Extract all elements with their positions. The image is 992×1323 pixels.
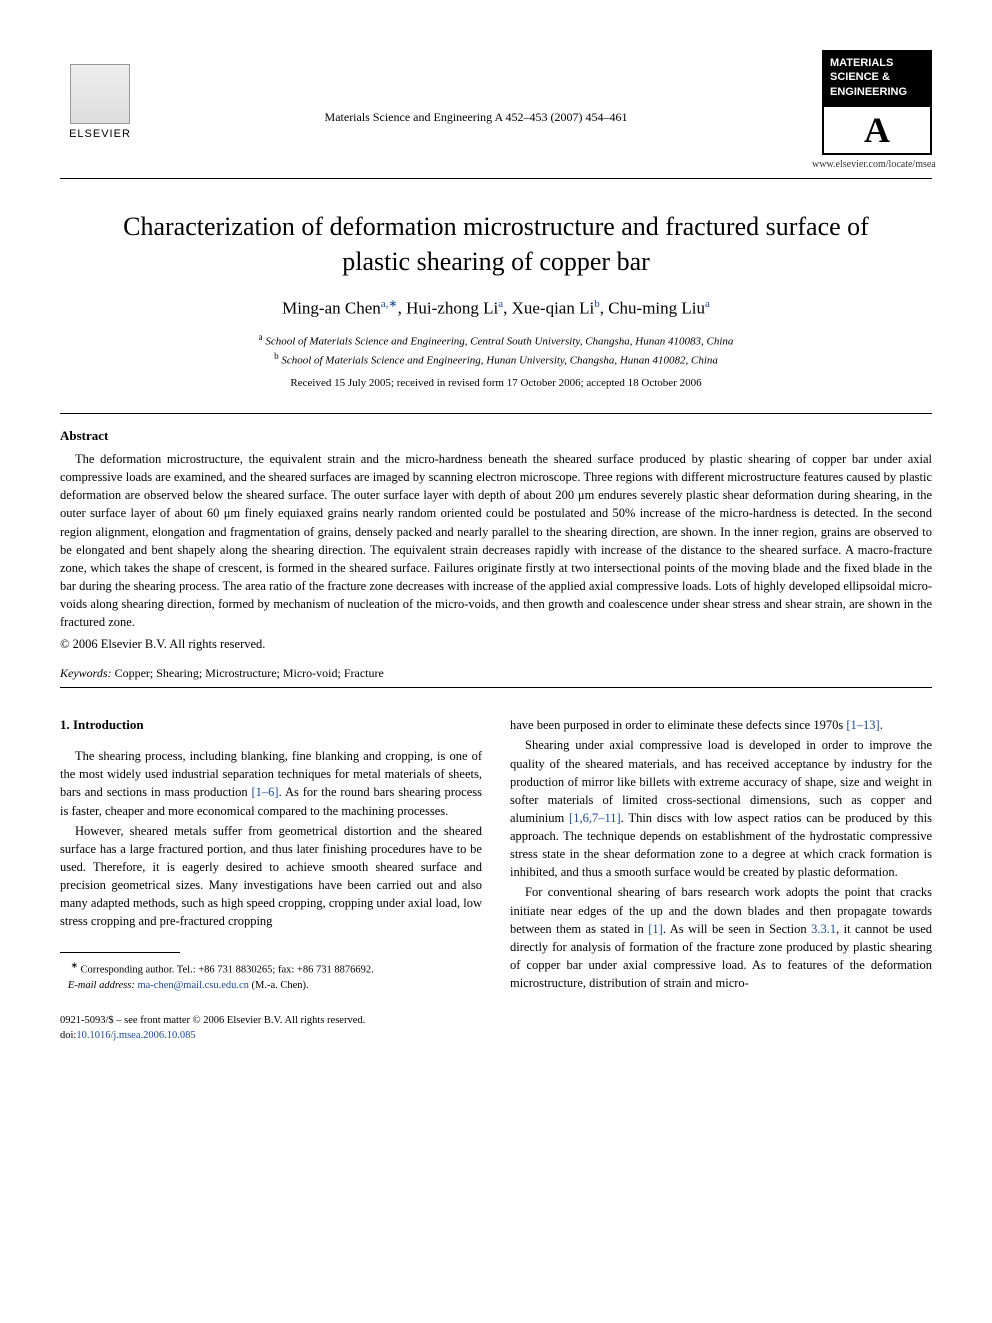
journal-badge-letter: A: [822, 105, 932, 155]
abstract-text: The deformation microstructure, the equi…: [60, 450, 932, 631]
email-label: E-mail address:: [68, 980, 135, 991]
author-2-affil[interactable]: a: [498, 298, 503, 310]
journal-badge: MATERIALS SCIENCE & ENGINEERING A www.el…: [812, 50, 932, 170]
doi-label: doi:: [60, 1030, 76, 1041]
article-title: Characterization of deformation microstr…: [100, 209, 892, 279]
author-2: Hui-zhong Li: [406, 299, 498, 318]
body-columns: 1. Introduction The shearing process, in…: [60, 716, 932, 994]
author-4: Chu-ming Liu: [608, 299, 705, 318]
elsevier-tree-icon: [70, 64, 130, 124]
ref-link-1-6-7-11[interactable]: [1,6,7–11]: [569, 811, 621, 825]
publisher-name: ELSEVIER: [69, 128, 131, 140]
affil-a-sup: a: [259, 332, 263, 342]
journal-url[interactable]: www.elsevier.com/locate/msea: [812, 159, 932, 170]
right-column: have been purposed in order to eliminate…: [510, 716, 932, 994]
ref-link-1-13[interactable]: [1–13]: [846, 718, 879, 732]
abstract-bottom-rule: [60, 687, 932, 688]
footnote-rule: [60, 952, 180, 953]
journal-badge-title: MATERIALS SCIENCE & ENGINEERING: [822, 50, 932, 105]
author-3-affil[interactable]: b: [594, 298, 600, 310]
page-footer: 0921-5093/$ – see front matter © 2006 El…: [60, 1014, 932, 1043]
article-dates: Received 15 July 2005; received in revis…: [60, 377, 932, 389]
ref-link-1-6[interactable]: [1–6]: [252, 785, 279, 799]
affiliations: a School of Materials Science and Engine…: [60, 331, 932, 369]
intro-paragraph-2: However, sheared metals suffer from geom…: [60, 822, 482, 931]
abstract-top-rule: [60, 413, 932, 414]
affil-b-sup: b: [274, 351, 279, 361]
intro-paragraph-3: Shearing under axial compressive load is…: [510, 736, 932, 881]
author-email-link[interactable]: ma-chen@mail.csu.edu.cn: [137, 980, 248, 991]
affil-b-text: School of Materials Science and Engineer…: [281, 355, 718, 367]
journal-reference: Materials Science and Engineering A 452–…: [140, 50, 812, 125]
header-rule: [60, 178, 932, 179]
section-link-3-3-1[interactable]: 3.3.1: [811, 922, 836, 936]
issn-line: 0921-5093/$ – see front matter © 2006 El…: [60, 1015, 365, 1026]
affil-a-text: School of Materials Science and Engineer…: [265, 335, 733, 347]
badge-line-3: ENGINEERING: [830, 86, 907, 98]
doi-link[interactable]: 10.1016/j.msea.2006.10.085: [76, 1030, 195, 1041]
intro-paragraph-4: For conventional shearing of bars resear…: [510, 883, 932, 992]
authors-line: Ming-an Chena,∗, Hui-zhong Lia, Xue-qian…: [60, 297, 932, 319]
author-1-affil[interactable]: a,∗: [381, 298, 398, 310]
footnote-star: ∗: [71, 960, 78, 970]
author-4-affil[interactable]: a: [705, 298, 710, 310]
publisher-logo: ELSEVIER: [60, 50, 140, 140]
keywords: Keywords: Copper; Shearing; Microstructu…: [60, 666, 932, 681]
author-1: Ming-an Chen: [282, 299, 381, 318]
badge-line-2: SCIENCE &: [830, 71, 890, 83]
corresponding-author-footnote: ∗ Corresponding author. Tel.: +86 731 88…: [60, 959, 482, 993]
intro-paragraph-2-cont: have been purposed in order to eliminate…: [510, 716, 932, 734]
keywords-label: Keywords:: [60, 666, 112, 680]
intro-paragraph-1: The shearing process, including blanking…: [60, 747, 482, 820]
badge-line-1: MATERIALS: [830, 57, 893, 69]
abstract-heading: Abstract: [60, 428, 932, 444]
abstract-copyright: © 2006 Elsevier B.V. All rights reserved…: [60, 637, 932, 652]
section-1-heading: 1. Introduction: [60, 716, 482, 735]
keywords-text: Copper; Shearing; Microstructure; Micro-…: [112, 666, 384, 680]
ref-link-1[interactable]: [1]: [648, 922, 663, 936]
author-3: Xue-qian Li: [512, 299, 595, 318]
header-row: ELSEVIER Materials Science and Engineeri…: [60, 50, 932, 170]
left-column: 1. Introduction The shearing process, in…: [60, 716, 482, 994]
